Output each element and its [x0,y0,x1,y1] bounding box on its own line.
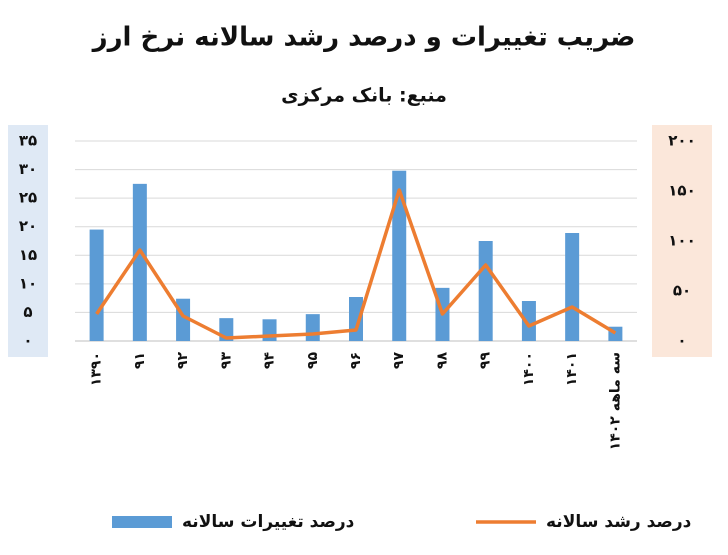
y-tick-label: ۱۰ [19,274,37,292]
y-tick-label: ۳۵ [19,132,37,150]
chart-title: ضریب تغییرات و درصد رشد سالانه نرخ ارز [91,23,636,53]
y-tick-label: ۰ [23,332,32,350]
y2-tick-label: ۱۰۰ [668,232,695,250]
bar [305,314,320,341]
x-tick-label: ۱۳۹۰ [89,352,105,386]
y-tick-label: ۲۵ [19,189,37,207]
x-tick-label: ۹۷ [391,352,407,370]
line [95,188,617,340]
y2-tick-label: ۵۰ [673,282,691,300]
y2-tick-label: ۱۵۰ [668,182,695,200]
bar [565,233,580,341]
x-tick-label: ۹۵ [305,352,321,370]
y-tick-label: ۳۰ [19,160,37,178]
y-tick-label: ۵ [23,303,32,321]
x-tick-label: سه ماهه ۱۴۰۲ [607,352,623,450]
legend-swatch [112,516,172,528]
bar [392,170,407,341]
y-tick-label: ۲۰ [19,217,37,235]
y-tick-label: ۱۵ [19,246,37,264]
x-tick-label: ۹۲ [175,352,191,370]
x-tick-label: ۹۱ [132,352,148,369]
x-tick-label: ۱۴۰۰ [521,352,537,386]
legend-label: درصد تغییرات سالانه [182,512,355,532]
legend-label: درصد رشد سالانه [546,512,692,532]
bar [521,301,536,341]
x-tick-label: ۱۴۰۱ [564,352,580,386]
x-tick-label: ۹۴ [262,352,278,370]
chart-subtitle: منبع: بانک مرکزی [281,85,447,107]
bar [89,229,104,341]
x-tick-label: ۹۶ [348,352,364,369]
right-axis-panel [652,125,712,357]
bar [478,241,493,341]
bar [132,183,147,341]
x-tick-label: ۹۹ [478,352,494,370]
y2-tick-label: ۰ [677,332,686,350]
y2-tick-label: ۲۰۰ [668,132,695,150]
left-axis-panel [8,125,48,357]
x-tick-label: ۹۸ [434,352,450,370]
x-tick-label: ۹۳ [218,352,234,370]
